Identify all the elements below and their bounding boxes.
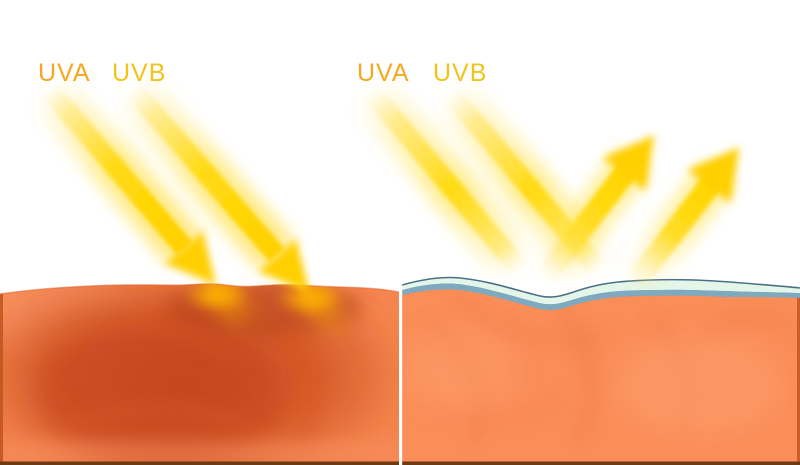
uva-label-left: UVA: [38, 59, 91, 87]
reflected-ray-2: [616, 146, 740, 299]
sunscreen-film: [402, 277, 800, 305]
impact-glow: [181, 283, 249, 312]
down-arrowhead: [258, 238, 310, 293]
ray-core: [362, 84, 529, 277]
skin-left-surface-line: [0, 283, 400, 295]
uva-ray-right: [350, 73, 540, 287]
reflected-ray-1: [527, 134, 655, 292]
up-arrowhead: [687, 146, 740, 203]
unprotected-skin-panel: UVA UVB: [0, 59, 400, 465]
impact-glow: [275, 283, 343, 315]
ray-core: [40, 82, 193, 256]
sunscreen-outline: [401, 276, 800, 298]
panel-divider: [399, 282, 403, 465]
protected-skin-panel: UVA UVB: [350, 59, 800, 465]
up-arrowhead: [602, 134, 655, 191]
ray-core: [125, 82, 285, 262]
right-edge-shade: [797, 294, 800, 465]
left-edge-shade: [0, 294, 3, 465]
skin-right-texture: [402, 294, 800, 465]
uvb-label-right: UVB: [433, 59, 487, 87]
ray-core: [623, 173, 723, 294]
uva-ray-left: [28, 71, 217, 286]
ray-core: [534, 161, 638, 286]
down-arrowhead: [164, 230, 217, 286]
uva-label-right: UVA: [357, 59, 410, 87]
uvb-ray-left: [112, 70, 310, 293]
uvb-label-left: UVB: [112, 59, 166, 87]
